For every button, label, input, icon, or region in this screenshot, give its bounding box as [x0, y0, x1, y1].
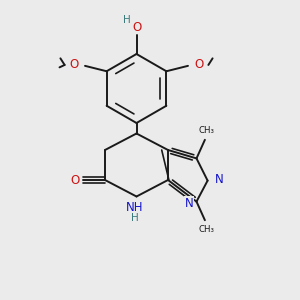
Text: N: N	[214, 172, 224, 186]
Text: NH: NH	[126, 201, 144, 214]
Text: O: O	[195, 58, 204, 71]
Text: CH₃: CH₃	[198, 126, 214, 135]
Text: O: O	[69, 58, 78, 71]
Text: N: N	[184, 196, 194, 210]
Text: O: O	[70, 173, 80, 187]
Text: H: H	[123, 15, 131, 25]
Text: CH₃: CH₃	[198, 225, 214, 234]
Text: H: H	[131, 213, 139, 223]
Text: O: O	[133, 20, 142, 34]
